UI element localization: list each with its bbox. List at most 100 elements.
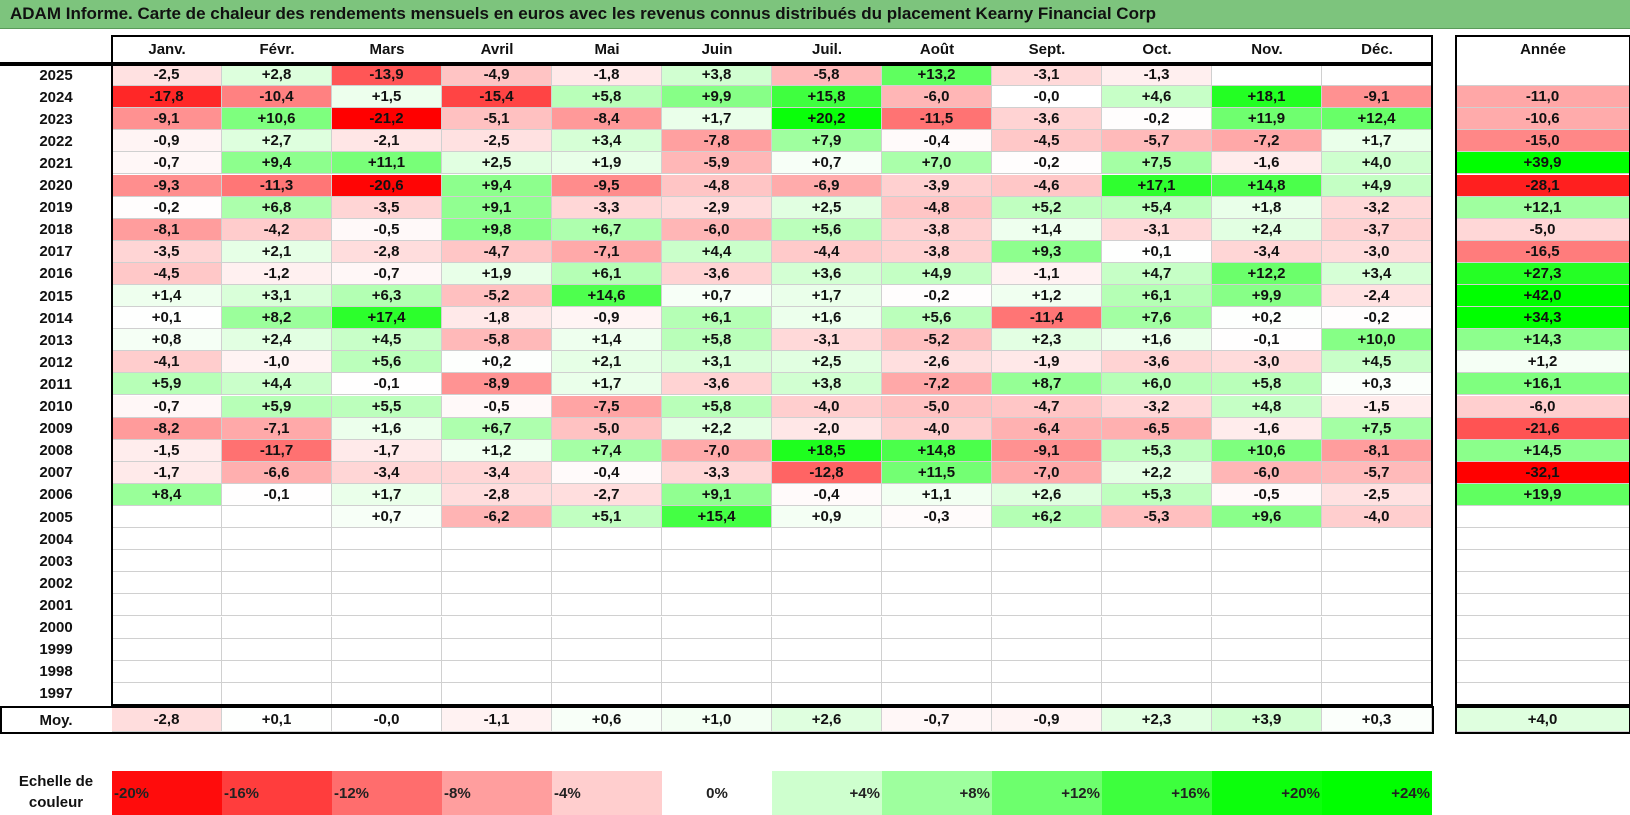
heatmap-cell: -0,2 [1102,108,1212,131]
color-scale-swatch: -20% [112,771,222,815]
heatmap-cell: -7,2 [1212,130,1322,153]
heatmap-cell: -4,9 [442,64,552,87]
month-header: Oct. [1142,41,1172,58]
year-label: 2005 [39,508,73,526]
heatmap-cell: +4,5 [1322,351,1432,374]
heatmap-cell: +0,3 [1322,373,1432,396]
heatmap-cell: -11,7 [222,439,332,462]
heatmap-cell [442,682,552,705]
heatmap-cell: +5,6 [772,218,882,241]
heatmap-cell: -8,1 [1322,439,1432,462]
year-label: 2004 [39,530,73,548]
heatmap-cell: +17,1 [1102,174,1212,197]
year-label: 2008 [39,442,73,460]
heatmap-cell: +8,4 [112,483,222,506]
heatmap-cell [222,506,332,529]
year-label: 2000 [39,619,73,637]
annual-cell [1456,660,1630,683]
month-header: Janv. [148,41,186,58]
heatmap-cell: +5,9 [112,373,222,396]
annual-cell: -16,5 [1456,240,1630,263]
heatmap-cell [552,638,662,661]
heatmap-cell: -6,0 [882,86,992,109]
heatmap-cell: -12,8 [772,461,882,484]
heatmap-cell: -2,0 [772,417,882,440]
average-cell: +1,0 [662,708,772,732]
heatmap-cell: -11,3 [222,174,332,197]
heatmap-cell [1212,572,1322,595]
heatmap-cell [1322,594,1432,617]
annual-header: Année [1520,41,1566,58]
annual-cell: +1,2 [1456,351,1630,374]
heatmap-cell [442,616,552,639]
heatmap-cell [662,528,772,551]
heatmap-cell [1102,594,1212,617]
year-label: 2016 [39,265,73,283]
heatmap-cell: +4,4 [662,240,772,263]
heatmap-cell: +1,5 [332,86,442,109]
heatmap-cell [992,550,1102,573]
heatmap-cell: +6,0 [1102,373,1212,396]
heatmap-cell [442,638,552,661]
heatmap-cell: -2,5 [1322,483,1432,506]
year-label: 2006 [39,486,73,504]
heatmap-cell: +5,8 [662,329,772,352]
heatmap-cell [112,550,222,573]
heatmap-cell [442,594,552,617]
heatmap-cell: -3,1 [992,64,1102,87]
year-label: 2012 [39,353,73,371]
heatmap-cell [882,660,992,683]
annual-cell: +14,5 [1456,439,1630,462]
heatmap-cell: +10,6 [1212,439,1322,462]
heatmap-cell: -5,2 [882,329,992,352]
heatmap-cell: +4,4 [222,373,332,396]
heatmap-cell: +3,4 [1322,262,1432,285]
heatmap-cell: +0,9 [772,506,882,529]
heatmap-cell: +15,8 [772,86,882,109]
annual-cell: -32,1 [1456,461,1630,484]
heatmap-cell: -4,0 [882,417,992,440]
heatmap-cell [332,594,442,617]
heatmap-cell: -7,1 [222,417,332,440]
heatmap-cell: -5,8 [442,329,552,352]
heatmap-cell: +10,6 [222,108,332,131]
heatmap-cell: -1,1 [992,262,1102,285]
heatmap-cell: -3,1 [1102,218,1212,241]
heatmap-cell: -2,5 [442,130,552,153]
heatmap-cell: +13,2 [882,64,992,87]
heatmap-cell: -6,0 [1212,461,1322,484]
heatmap-cell: +7,5 [1322,417,1432,440]
heatmap-cell: -7,2 [882,373,992,396]
heatmap-cell: -2,5 [112,64,222,87]
heatmap-cell: +1,7 [1322,130,1432,153]
heatmap-cell: -4,1 [112,351,222,374]
heatmap-cell [992,594,1102,617]
heatmap-cell: -3,6 [662,262,772,285]
year-label: 2021 [39,154,73,172]
heatmap-cell: -20,6 [332,174,442,197]
average-cell: +2,6 [772,708,882,732]
heatmap-cell [882,638,992,661]
heatmap-cell: -17,8 [112,86,222,109]
month-header: Juin [701,41,733,58]
average-label: Moy. [39,711,73,729]
heatmap-cell [662,638,772,661]
heatmap-cell: +9,8 [442,218,552,241]
heatmap-cell: +6,1 [662,307,772,330]
heatmap-cell: -3,8 [882,240,992,263]
color-scale-label: Echelle de couleur [18,773,94,811]
heatmap-cell: +2,5 [442,152,552,175]
annual-cell: -28,1 [1456,174,1630,197]
heatmap-cell [1322,682,1432,705]
heatmap-cell: +1,6 [332,417,442,440]
heatmap-cell [552,594,662,617]
heatmap-cell: -6,5 [1102,417,1212,440]
heatmap-cell: +0,1 [112,307,222,330]
average-cell: -1,1 [442,708,552,732]
heatmap-cell: -9,5 [552,174,662,197]
heatmap-cell [222,550,332,573]
heatmap-cell: +5,2 [992,196,1102,219]
heatmap-cell: +2,4 [222,329,332,352]
chart-title: ADAM Informe. Carte de chaleur des rende… [10,4,1156,23]
heatmap-cell: +3,4 [552,130,662,153]
